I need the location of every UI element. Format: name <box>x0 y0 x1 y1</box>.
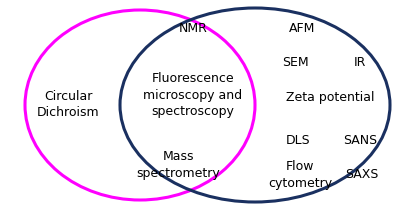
Text: IR: IR <box>354 55 366 68</box>
Text: SEM: SEM <box>282 55 308 68</box>
Text: SANS: SANS <box>343 134 377 147</box>
Text: Zeta potential: Zeta potential <box>286 91 374 104</box>
Text: Fluorescence
microscopy and
spectroscopy: Fluorescence microscopy and spectroscopy <box>144 72 242 118</box>
Text: Mass
spectrometry: Mass spectrometry <box>136 151 220 180</box>
Text: Circular
Dichroism: Circular Dichroism <box>37 91 99 119</box>
Text: SAXS: SAXS <box>345 168 379 181</box>
Text: Flow
cytometry: Flow cytometry <box>268 160 332 189</box>
Text: NMR: NMR <box>178 21 208 34</box>
Text: AFM: AFM <box>289 21 315 34</box>
Text: DLS: DLS <box>286 134 310 147</box>
